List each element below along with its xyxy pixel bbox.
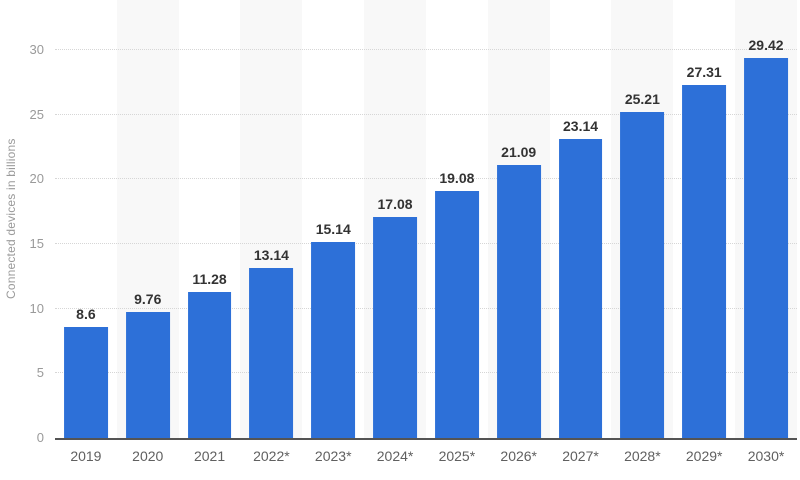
bar-columns: 8.6 9.76 11.28 13.14 15.14 17.08 19.08 21.09 23.… (55, 0, 797, 438)
bar-value-label: 27.31 (686, 63, 722, 80)
bar-column: 8.6 (55, 0, 117, 438)
bar-value-label: 25.21 (624, 90, 660, 107)
bar-value-label: 17.08 (377, 196, 413, 213)
y-tick-label: 5 (36, 365, 44, 381)
x-axis-label: 2023* (314, 448, 352, 464)
gridline (55, 49, 797, 50)
bar-column: 25.21 (611, 0, 674, 438)
y-axis-tick-labels: 0 5 10 15 20 25 30 (0, 0, 44, 445)
gridline (55, 307, 797, 309)
bar-column: 17.08 (364, 0, 426, 438)
bar[interactable] (311, 242, 356, 438)
gridline (55, 243, 797, 244)
bar[interactable] (434, 191, 479, 438)
bar-value-label: 8.6 (76, 305, 96, 322)
gridline (55, 113, 797, 115)
bar-column: 9.76 (116, 0, 179, 438)
bar[interactable] (620, 111, 665, 438)
bar-value-label: 19.08 (439, 170, 475, 187)
y-tick-label: 20 (29, 171, 44, 187)
bar-column: 11.28 (179, 0, 241, 438)
x-axis-label: 2021 (193, 448, 226, 464)
bar[interactable] (187, 292, 232, 438)
bar[interactable] (63, 326, 108, 438)
bar-value-label: 11.28 (192, 271, 227, 288)
y-tick-label: 15 (29, 236, 44, 251)
x-axis-label: 2025* (438, 448, 476, 464)
bar-value-label: 23.14 (563, 117, 599, 134)
y-tick-label: 25 (29, 106, 44, 122)
y-tick-label: 10 (29, 300, 44, 316)
x-axis-label: 2030* (747, 448, 785, 464)
x-axis-label: 2024* (376, 448, 414, 464)
bar-column: 27.31 (673, 0, 735, 438)
y-tick-label: 30 (29, 42, 44, 57)
bar-column: 23.14 (550, 0, 612, 438)
plot-area: 8.6 9.76 11.28 13.14 15.14 17.08 19.08 21.09 23.… (55, 0, 797, 438)
bar[interactable] (125, 311, 170, 438)
bar[interactable] (744, 57, 788, 438)
gridline (55, 178, 797, 180)
x-axis-line (55, 438, 797, 440)
bar[interactable] (682, 84, 727, 438)
x-axis-label: 2019 (70, 448, 102, 464)
bar[interactable] (558, 138, 603, 438)
y-tick-label: 0 (36, 430, 44, 445)
x-axis-label: 2028* (624, 448, 661, 464)
x-axis-label: 2029* (685, 448, 723, 464)
bar[interactable] (496, 165, 541, 438)
x-axis-label: 2022* (253, 448, 290, 464)
bar[interactable] (249, 268, 294, 438)
bar-column: 15.14 (302, 0, 364, 438)
x-axis-labels: 2019 2020 2021 2022* 2023* 2024* 2025* 2026* 202… (55, 446, 797, 466)
bar-column: 19.08 (426, 0, 488, 438)
bar-value-label: 9.76 (134, 290, 162, 307)
gridline (55, 372, 797, 374)
bar[interactable] (373, 217, 417, 438)
bar-column: 29.42 (735, 0, 797, 438)
bar-value-label: 13.14 (253, 247, 289, 264)
bar-column: 21.09 (487, 0, 550, 438)
bar-value-label: 15.14 (315, 221, 351, 238)
x-axis-label: 2027* (562, 448, 599, 464)
x-axis-label: 2026* (500, 448, 537, 464)
bar-column: 13.14 (240, 0, 303, 438)
x-axis-label: 2020 (132, 448, 164, 464)
bar-value-label: 21.09 (501, 144, 537, 161)
bar-value-label: 29.42 (748, 36, 784, 53)
